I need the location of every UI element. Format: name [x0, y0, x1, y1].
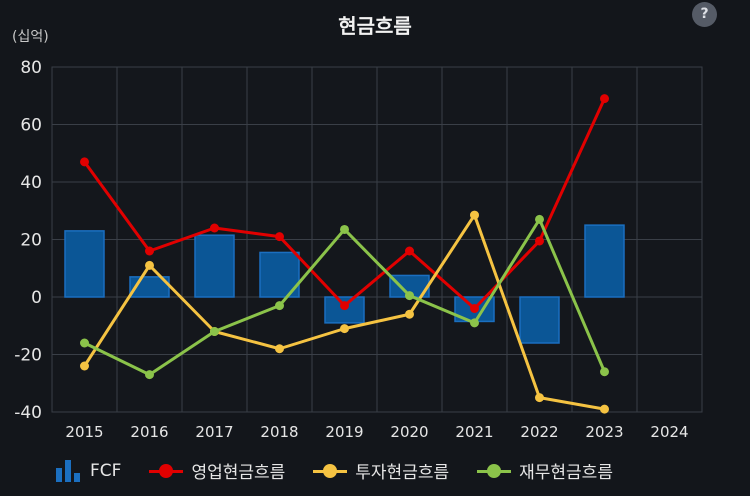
series-point [80, 338, 89, 348]
x-tick-label: 2021 [455, 423, 493, 441]
series-point [600, 367, 609, 377]
y-tick-label: 60 [20, 116, 42, 136]
legend-item-op[interactable]: 영업현금흐름 [149, 458, 285, 483]
help-button[interactable]: ? [692, 2, 717, 27]
series-point [600, 404, 609, 414]
line-marker-icon [477, 463, 512, 479]
fcf-bar [64, 230, 105, 298]
legend-label: 영업현금흐름 [191, 463, 286, 483]
series-point [275, 232, 284, 242]
series-point [535, 236, 544, 246]
x-tick-label: 2022 [520, 423, 558, 441]
series-point [470, 318, 479, 328]
series-point [145, 370, 154, 380]
legend-label: 투자현금흐름 [355, 463, 450, 483]
x-tick-label: 2020 [390, 423, 428, 441]
series-point [535, 214, 544, 224]
x-tick-label: 2023 [585, 423, 623, 441]
series-point [80, 157, 89, 167]
y-tick-label: -40 [14, 403, 42, 423]
series-point [600, 94, 609, 104]
chart-title: 현금흐름 [338, 14, 412, 38]
y-tick-label: 80 [20, 58, 42, 78]
line-marker-icon [149, 463, 184, 479]
y-tick-label: 20 [20, 231, 42, 251]
series-point [145, 260, 154, 270]
legend-item-inv[interactable]: 투자현금흐름 [313, 458, 449, 483]
legend-label: FCF [90, 460, 122, 481]
plot-area: 80 60 40 20 0 -20 -40 2015 2016 2017 2018 2019 2020 2… [14, 58, 703, 441]
fcf-bar [194, 234, 235, 298]
legend-label: 재무현금흐름 [519, 463, 613, 483]
y-tick-label: -20 [14, 346, 42, 366]
series-point [275, 344, 284, 354]
series-point [210, 327, 219, 336]
legend-item-fin[interactable]: 재무현금흐름 [477, 458, 613, 483]
series-point [470, 304, 479, 313]
x-tick-label: 2016 [130, 423, 168, 441]
series-point [405, 309, 414, 319]
series-point [535, 393, 544, 403]
series-point [470, 210, 479, 220]
series-point [210, 223, 219, 233]
fcf-bar [584, 224, 625, 298]
series-point [340, 224, 349, 234]
unit-label: (십억) [12, 29, 49, 45]
x-tick-label: 2015 [65, 423, 103, 441]
x-tick-label: 2017 [195, 423, 233, 441]
y-tick-label: 0 [31, 288, 42, 308]
bar-chart-icon [56, 459, 82, 482]
legend-item-fcf[interactable]: FCF [56, 459, 122, 482]
chart-legend: FCF 영업현금흐름 투자현금흐름 재무현금흐름 [56, 458, 641, 483]
x-tick-label: 2018 [260, 423, 298, 441]
x-tick-label: 2024 [650, 423, 688, 441]
series-point [275, 301, 284, 311]
series-point [145, 246, 154, 256]
series-point [340, 301, 349, 311]
fcf-bar [519, 296, 560, 344]
series-point [340, 324, 349, 334]
y-tick-label: 40 [20, 173, 42, 193]
line-marker-icon [313, 463, 348, 479]
series-point [80, 361, 89, 371]
series-point [405, 291, 414, 301]
x-tick-label: 2019 [325, 423, 363, 441]
series-point [405, 246, 414, 256]
